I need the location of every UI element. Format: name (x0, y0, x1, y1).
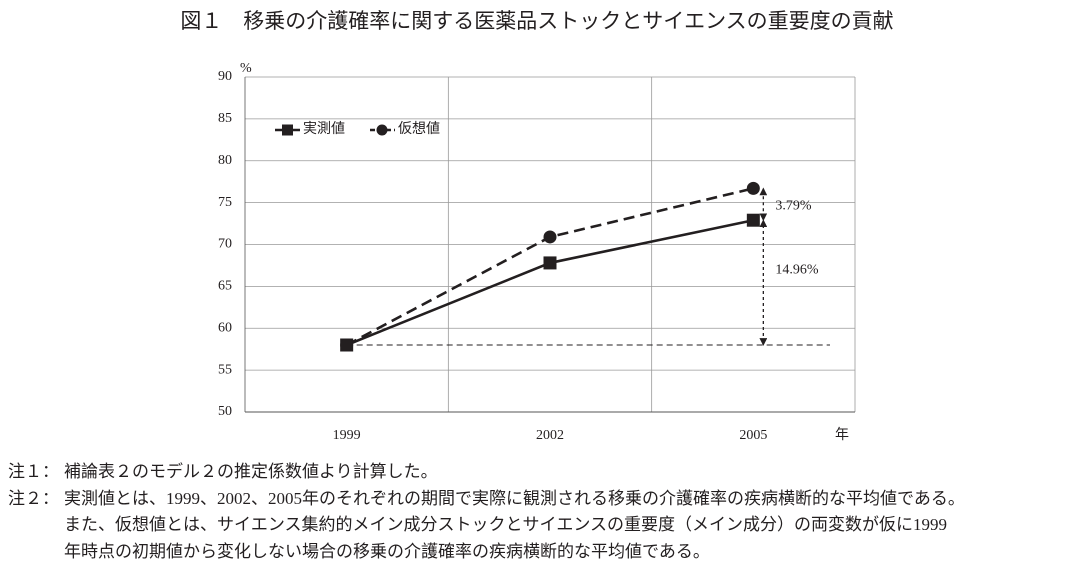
x-unit: 年 (835, 427, 849, 443)
legend-label: 実測値 (303, 121, 345, 137)
annotation: 14.96% (775, 262, 819, 277)
y-tick-label: 55 (218, 362, 232, 377)
note-label: 注１： (8, 462, 59, 481)
chart-title: 図１ 移乗の介護確率に関する医薬品ストックとサイエンスの重要度の貢献 (180, 9, 893, 33)
y-tick-label: 80 (218, 153, 232, 168)
notes: 注１： 補論表２のモデル２の推定係数値より計算した。 注２： 実測値とは、1999、2… (8, 459, 965, 565)
y-tick-label: 85 (218, 111, 232, 126)
x-tick-label: 2005 (739, 428, 767, 443)
y-tick-label: 60 (218, 320, 232, 335)
x-tick-label: 2002 (536, 428, 564, 443)
note-body: 補論表２のモデル２の推定係数値より計算した。 (64, 459, 438, 486)
y-tick-label: 65 (218, 279, 232, 294)
marker (340, 338, 354, 352)
note-body: 実測値とは、1999、2002、2005年のそれぞれの期間で実際に観測される移乗… (64, 486, 965, 566)
legend-marker (282, 124, 293, 136)
note-label: 注２： (8, 488, 59, 508)
chart: 図１ 移乗の介護確率に関する医薬品ストックとサイエンスの重要度の貢献 % 年 5… (180, 9, 893, 443)
legend-marker (376, 124, 388, 136)
marker (543, 230, 557, 244)
legend-label: 仮想値 (398, 121, 440, 137)
x-tick-label: 1999 (333, 428, 361, 443)
note: 注１： 補論表２のモデル２の推定係数値より計算した。 (8, 459, 965, 486)
y-unit: % (240, 61, 252, 76)
y-tick-label: 75 (218, 195, 232, 210)
note-line: 補論表２のモデル２の推定係数値より計算した。 (64, 462, 438, 481)
annotation: 3.79% (775, 199, 812, 214)
note: 注２： 実測値とは、1999、2002、2005年のそれぞれの期間で実際に観測され… (8, 486, 965, 566)
y-tick-label: 70 (218, 237, 232, 252)
marker (543, 256, 557, 270)
marker (746, 181, 760, 195)
note-line: 年時点の初期値から変化しない場合の移乗の介護確率の疾病横断的な平均値である。 (64, 541, 710, 561)
note-line: 実測値とは、1999、2002、2005年のそれぞれの期間で実際に観測される移乗… (64, 488, 965, 508)
y-tick-label: 90 (218, 69, 232, 84)
y-tick-label: 50 (218, 404, 232, 419)
note-line: また、仮想値とは、サイエンス集約的メイン成分ストックとサイエンスの重要度（メイン… (64, 515, 947, 534)
marker (746, 213, 760, 227)
